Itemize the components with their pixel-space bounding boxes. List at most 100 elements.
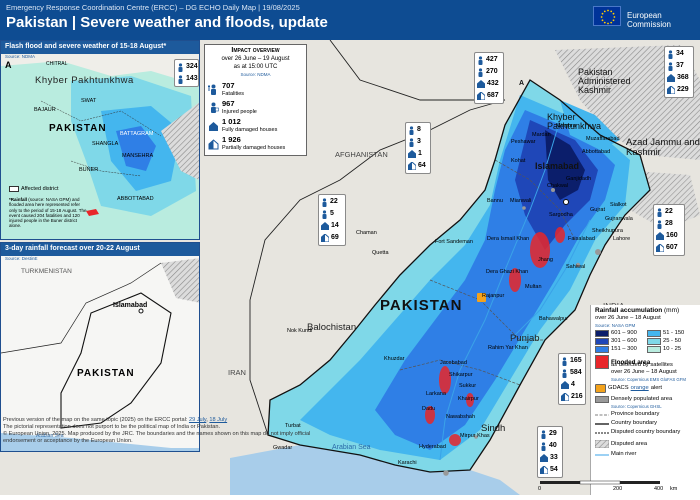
fully-damaged-house-icon [561, 381, 569, 389]
impact-title: Impact overview [231, 47, 280, 54]
isl-full-damage: 1 [418, 150, 422, 157]
note-previous-version: Previous version of the map on the same … [3, 417, 188, 423]
legend-rain-source: Source: NASA GPM [595, 323, 636, 328]
partially-damaged-house-icon [540, 466, 548, 474]
legend-bin-151: 151 – 300 [595, 346, 637, 353]
kp-injured: 270 [486, 68, 498, 75]
kp-fatalities: 427 [486, 56, 498, 63]
inset-forecast: 3-day rainfall forecast over 20-22 Augus… [0, 242, 200, 452]
legend-province-boundary: Province boundary [595, 411, 660, 417]
pun-fatalities: 165 [570, 357, 582, 364]
fully-damaged-house-icon [667, 74, 675, 82]
legend-bin-601: 601 – 900 [595, 330, 637, 337]
injured-icon [211, 102, 219, 113]
legend-rain-unit: (mm) [664, 307, 680, 314]
partially-damaged-house-icon [321, 234, 329, 242]
legend-populated: Densely populated area [595, 396, 672, 403]
sin-full-damage: 33 [550, 454, 558, 461]
partially-damaged-house-icon [561, 393, 569, 401]
inset-flash-source: Source: NDMA [5, 54, 36, 59]
pun-partial-damage: 216 [571, 393, 583, 400]
fully-damaged-house-icon [321, 222, 329, 230]
scale-bar: 0 200 400 km [530, 480, 690, 495]
note-pictorial: The pictorial representation does not pu… [3, 424, 221, 430]
bal-injured: 5 [330, 210, 334, 217]
inset-fatalities-value: 324 [186, 63, 198, 70]
fatalities-icon [541, 429, 546, 439]
fatalities-icon [208, 84, 216, 95]
legend-gdacs-link[interactable]: orange [630, 385, 649, 391]
ajk-fatalities: 22 [665, 208, 673, 215]
bal-fatalities: 22 [330, 198, 338, 205]
partially-damaged-house-icon [667, 86, 675, 94]
impact-period: over 26 June – 19 August [221, 56, 290, 62]
legend-bin-25: 25 - 50 [647, 338, 681, 345]
inset-forecast-map [1, 243, 199, 451]
stat-box-gb: 34 37 368 229 [664, 46, 694, 98]
partially-damaged-house-icon [656, 244, 664, 252]
fatalities-icon [562, 356, 567, 366]
partial-damage-value: 1 926 [222, 135, 241, 144]
fatalities-icon [668, 49, 673, 59]
stat-box-sindh: 29 40 33 54 [537, 426, 563, 478]
isl-injured: 3 [417, 138, 421, 145]
stat-box-balochistan: 22 5 14 69 [318, 194, 346, 246]
ajk-full-damage: 160 [666, 232, 678, 239]
injured-icon [562, 368, 567, 378]
bal-partial-damage: 69 [331, 234, 339, 241]
kp-full-damage: 432 [487, 80, 499, 87]
main-map[interactable]: AFGHANISTAN PAKISTAN IRAN INDIA Balochis… [0, 39, 700, 495]
inset-flash-title: Flash flood and severe weather of 15-18 … [1, 41, 199, 54]
inset-flash-stats: 324 143 [174, 59, 199, 87]
fatalities-icon [657, 207, 662, 217]
stat-box-punjab: 165 584 4 216 [558, 353, 586, 405]
fatalities-icon [322, 197, 327, 207]
legend-bin-10: 10 - 25 [647, 346, 681, 353]
fatalities-icon [409, 125, 414, 135]
partially-damaged-house-icon [408, 162, 416, 170]
fully-damaged-house-icon [477, 80, 485, 88]
fatalities-label: Fatalities [222, 91, 245, 97]
legend-flooded-sub2: over 26 June – 18 August [611, 369, 677, 375]
footnotes: Previous version of the map on the same … [3, 417, 343, 445]
fully-damaged-house-icon [408, 150, 416, 158]
legend-gdacs: GDACS orange alert [595, 384, 662, 393]
partial-damage-label: Partially damaged houses [222, 145, 286, 151]
fully-damaged-house-icon [209, 121, 218, 131]
link-18-july[interactable]: 18 July [209, 417, 228, 423]
page-title: Pakistan | Severe weather and floods, up… [6, 14, 328, 31]
gb-fatalities: 34 [676, 50, 684, 57]
map-legend: Rainfall accumulation (mm) over 26 June … [590, 305, 700, 495]
sin-fatalities: 29 [549, 430, 557, 437]
injured-icon [409, 137, 414, 147]
injured-value: 967 [222, 99, 235, 108]
isl-partial-damage: 64 [418, 162, 426, 169]
injured-icon [478, 67, 483, 77]
partially-damaged-house-icon [208, 138, 219, 149]
fully-damaged-house-icon [656, 232, 664, 240]
fully-damaged-house-icon [540, 454, 548, 462]
fatalities-value: 707 [222, 81, 235, 90]
legend-main-river: Main river [595, 451, 637, 457]
fatalities-icon [178, 62, 183, 72]
gb-full-damage: 368 [677, 74, 689, 81]
injured-icon [322, 209, 327, 219]
pun-injured: 584 [570, 369, 582, 376]
gb-partial-damage: 229 [677, 86, 689, 93]
legend-country-boundary: Country boundary [595, 420, 658, 426]
legend-disputed-area: Disputed area [595, 440, 647, 448]
stat-box-ajk: 22 28 160 607 [653, 204, 685, 256]
link-29-july[interactable]: 29 July [188, 417, 207, 423]
gb-injured: 37 [676, 62, 684, 69]
isl-fatalities: 8 [417, 126, 421, 133]
legend-flooded-source: Source: Copernicus EMS GloFAS GFM [611, 377, 686, 382]
org-name: European Commission [627, 11, 672, 29]
legend-bin-51: 51 - 150 [647, 330, 684, 337]
legend-disputed-boundary: Disputed country boundary [595, 429, 681, 435]
full-damage-value: 1 012 [222, 117, 241, 126]
inset-forecast-source: Source: DestinE [5, 256, 38, 261]
sin-partial-damage: 54 [550, 466, 558, 473]
partially-damaged-house-icon [477, 92, 485, 100]
legend-rain-period: over 26 June – 18 August [595, 315, 661, 321]
inset-flash-flood: Flash flood and severe weather of 15-18 … [0, 40, 200, 240]
